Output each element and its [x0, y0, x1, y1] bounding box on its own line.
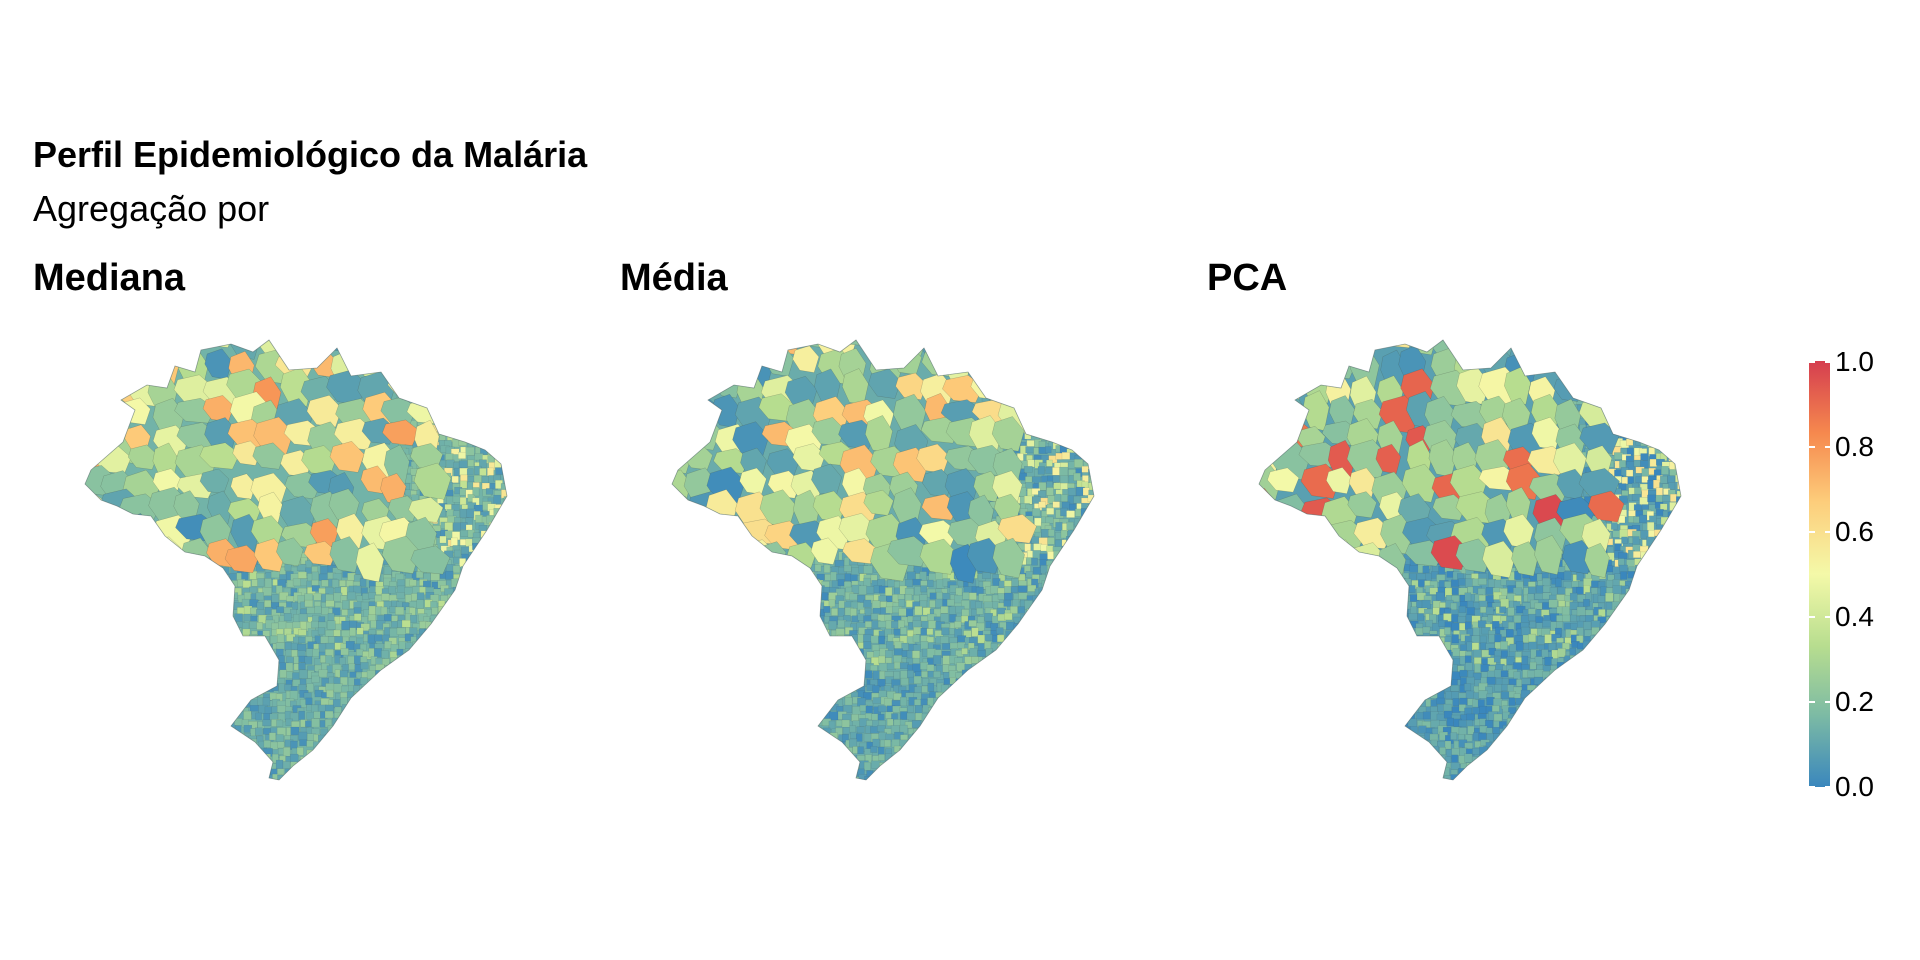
map-pca: [1258, 339, 1682, 781]
chart-title: Perfil Epidemiológico da Malária: [33, 134, 588, 175]
country-border: [671, 339, 1095, 781]
legend-tick-label: 0.6: [1835, 516, 1874, 547]
legend-tick-label: 0.0: [1835, 771, 1874, 802]
municipality-cells: [1259, 340, 1681, 780]
panel-title-pca: PCA: [1207, 257, 1288, 299]
panel-title-media: Média: [620, 257, 728, 299]
panel-title-mediana: Mediana: [33, 257, 186, 299]
legend-tick-label: 0.2: [1835, 686, 1874, 717]
legend-tick-label: 1.0: [1835, 346, 1874, 377]
legend-tick-label: 0.8: [1835, 431, 1874, 462]
map-media: [671, 339, 1095, 781]
map-mediana: [84, 339, 508, 781]
color-legend: 1.0 0.8 0.6 0.4 0.2 0.0: [1790, 346, 1920, 802]
legend-colorbar: [1809, 361, 1830, 788]
chart-subtitle: Agregação por: [33, 188, 270, 229]
municipality-cells: [85, 340, 507, 780]
legend-tick-label: 0.4: [1835, 601, 1874, 632]
country-border: [84, 339, 508, 781]
country-border: [1258, 339, 1682, 781]
